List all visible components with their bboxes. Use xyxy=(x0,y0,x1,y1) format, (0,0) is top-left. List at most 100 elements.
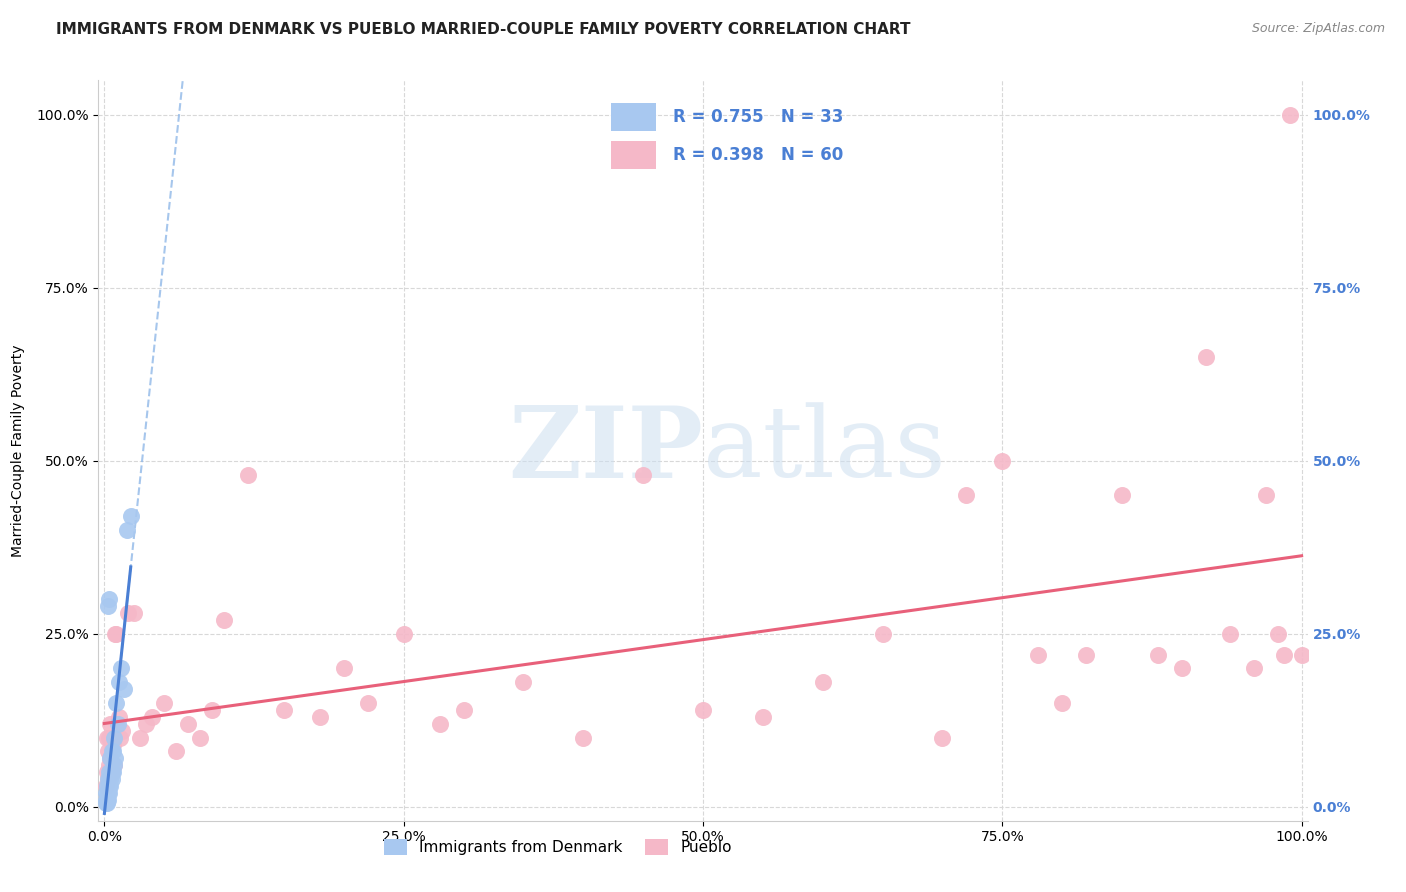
Point xyxy=(98,765,121,780)
Point xyxy=(96,765,118,780)
Point xyxy=(97,786,120,800)
Point xyxy=(97,772,120,786)
Point xyxy=(752,710,775,724)
Text: atlas: atlas xyxy=(703,402,946,499)
Point xyxy=(96,789,118,804)
Point xyxy=(1195,350,1218,364)
Point xyxy=(96,797,118,811)
Point xyxy=(991,454,1014,468)
Point xyxy=(212,613,235,627)
Point xyxy=(98,779,121,793)
Point xyxy=(135,716,157,731)
Bar xyxy=(612,141,657,169)
Point xyxy=(103,758,125,772)
Point xyxy=(97,599,120,614)
Point xyxy=(107,675,129,690)
Point xyxy=(108,731,131,745)
Point xyxy=(1171,661,1194,675)
Point xyxy=(1291,648,1313,662)
Point xyxy=(98,731,121,745)
Point xyxy=(96,793,118,807)
Point xyxy=(955,488,977,502)
Point xyxy=(100,751,122,765)
Point xyxy=(94,779,117,793)
Point xyxy=(153,696,176,710)
Point xyxy=(429,716,451,731)
Point xyxy=(1254,488,1277,502)
Text: ZIP: ZIP xyxy=(508,402,703,499)
Point xyxy=(120,509,142,524)
Point xyxy=(1111,488,1133,502)
Point xyxy=(103,758,125,772)
Point xyxy=(97,744,120,758)
Point xyxy=(96,731,118,745)
Point xyxy=(512,675,534,690)
Point xyxy=(98,592,121,607)
Point xyxy=(117,606,139,620)
Point xyxy=(1278,108,1301,122)
Point xyxy=(94,786,117,800)
Point xyxy=(1026,648,1049,662)
Point xyxy=(453,703,475,717)
Point xyxy=(1050,696,1073,710)
Point xyxy=(115,523,138,537)
Point xyxy=(872,627,894,641)
Point xyxy=(104,751,127,765)
Point xyxy=(333,661,356,675)
Point xyxy=(931,731,953,745)
Point xyxy=(104,627,127,641)
Point xyxy=(100,716,122,731)
Point xyxy=(100,744,122,758)
Point xyxy=(97,772,120,786)
Point xyxy=(236,467,259,482)
Point xyxy=(124,606,146,620)
Point xyxy=(141,710,163,724)
Point xyxy=(188,731,211,745)
Point xyxy=(98,758,121,772)
Point xyxy=(101,744,124,758)
Point xyxy=(110,661,132,675)
Bar xyxy=(612,103,657,131)
Point xyxy=(94,793,117,807)
Point xyxy=(129,731,152,745)
Text: Source: ZipAtlas.com: Source: ZipAtlas.com xyxy=(1251,22,1385,36)
Point xyxy=(112,682,135,697)
Point xyxy=(101,738,124,752)
Point xyxy=(96,779,118,793)
Point xyxy=(100,751,122,765)
Text: R = 0.398   N = 60: R = 0.398 N = 60 xyxy=(673,145,844,163)
Point xyxy=(100,765,122,780)
Text: R = 0.755   N = 33: R = 0.755 N = 33 xyxy=(673,108,844,126)
Point xyxy=(105,627,128,641)
Point xyxy=(201,703,224,717)
Text: IMMIGRANTS FROM DENMARK VS PUEBLO MARRIED-COUPLE FAMILY POVERTY CORRELATION CHAR: IMMIGRANTS FROM DENMARK VS PUEBLO MARRIE… xyxy=(56,22,911,37)
Point xyxy=(100,772,122,786)
Point xyxy=(692,703,714,717)
Point xyxy=(98,786,121,800)
Point xyxy=(101,765,124,780)
Point xyxy=(100,765,122,780)
Point xyxy=(811,675,834,690)
Point xyxy=(105,696,128,710)
Point xyxy=(107,710,129,724)
Point xyxy=(572,731,595,745)
Point xyxy=(177,716,200,731)
Y-axis label: Married-Couple Family Poverty: Married-Couple Family Poverty xyxy=(11,344,25,557)
Point xyxy=(1219,627,1241,641)
Point xyxy=(100,779,122,793)
Point xyxy=(357,696,380,710)
Point xyxy=(273,703,295,717)
Point xyxy=(392,627,415,641)
Point xyxy=(631,467,654,482)
Point xyxy=(1074,648,1097,662)
Point xyxy=(107,716,129,731)
Point xyxy=(100,772,122,786)
Point xyxy=(97,793,120,807)
Point xyxy=(111,723,134,738)
Legend: Immigrants from Denmark, Pueblo: Immigrants from Denmark, Pueblo xyxy=(378,833,738,861)
Point xyxy=(1267,627,1289,641)
Point xyxy=(103,731,125,745)
Point xyxy=(94,797,117,811)
Point xyxy=(309,710,332,724)
Point xyxy=(1243,661,1265,675)
